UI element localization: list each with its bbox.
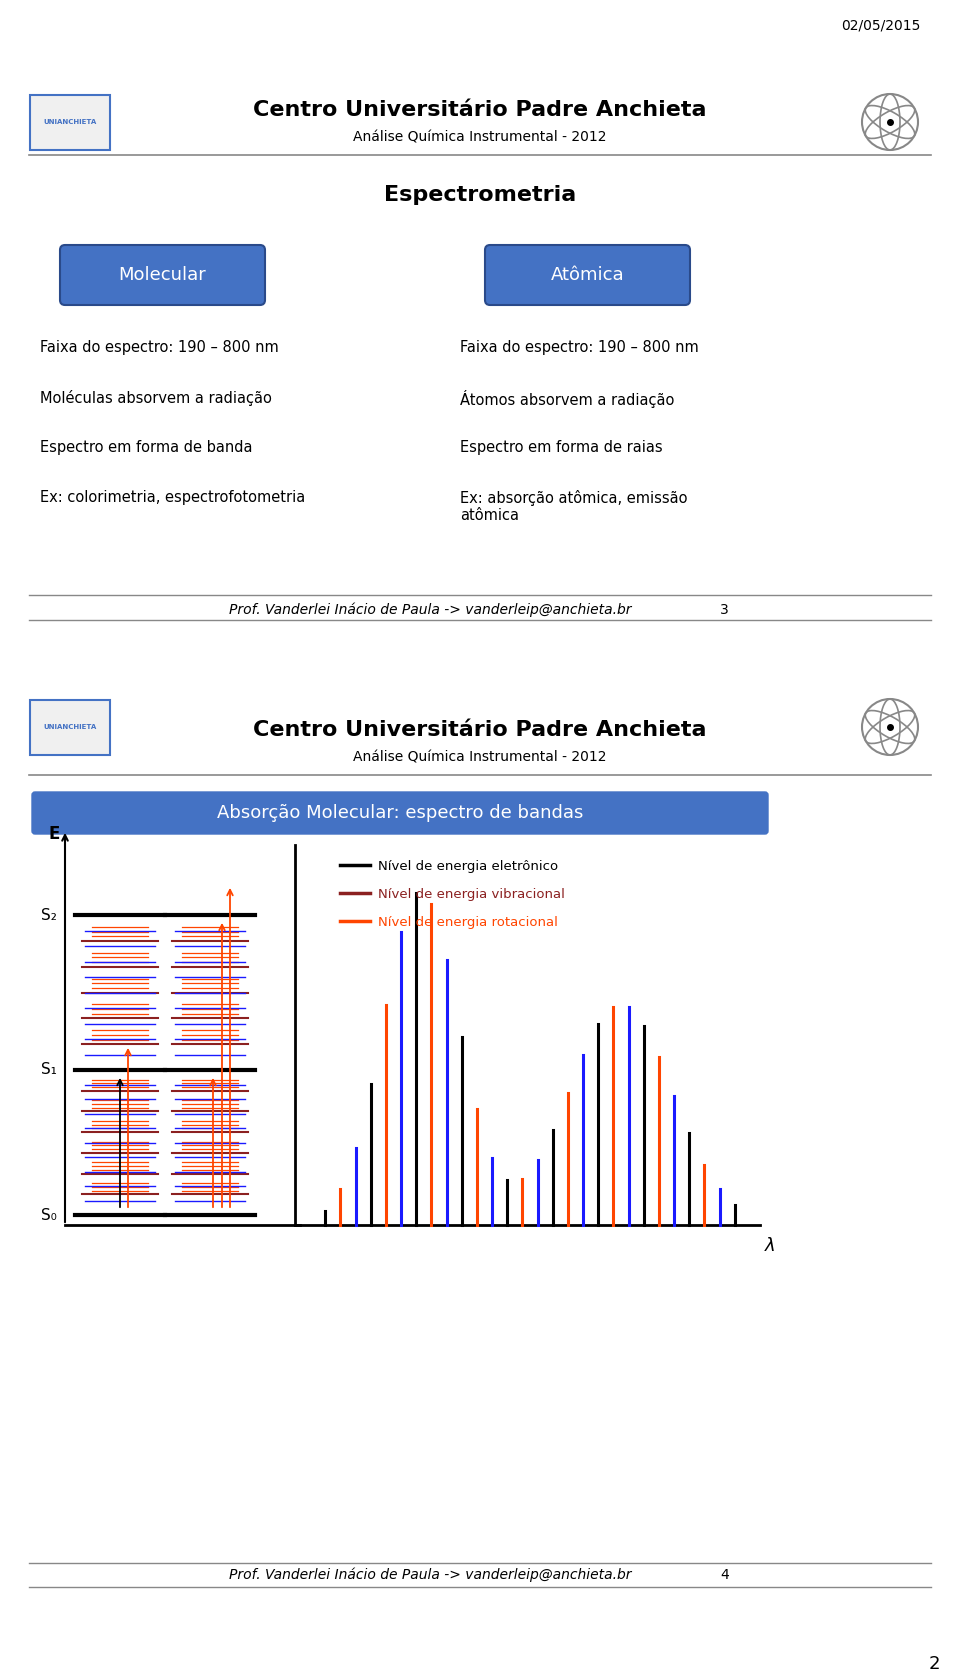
- Text: Prof. Vanderlei Inácio de Paula -> vanderleip@anchieta.br: Prof. Vanderlei Inácio de Paula -> vande…: [228, 1568, 632, 1583]
- Text: Atômica: Atômica: [551, 267, 624, 283]
- Text: Nível de energia eletrônico: Nível de energia eletrônico: [378, 860, 558, 874]
- Text: Centro Universitário Padre Anchieta: Centro Universitário Padre Anchieta: [253, 101, 707, 121]
- Text: 2: 2: [928, 1655, 940, 1674]
- Text: S₁: S₁: [41, 1063, 57, 1078]
- Text: UNIANCHIETA: UNIANCHIETA: [43, 119, 97, 126]
- Text: Centro Universitário Padre Anchieta: Centro Universitário Padre Anchieta: [253, 719, 707, 740]
- Text: S₂: S₂: [41, 907, 57, 922]
- Text: Faixa do espectro: 190 – 800 nm: Faixa do espectro: 190 – 800 nm: [40, 340, 278, 356]
- Text: Prof. Vanderlei Inácio de Paula -> vanderleip@anchieta.br: Prof. Vanderlei Inácio de Paula -> vande…: [228, 602, 632, 617]
- FancyBboxPatch shape: [32, 792, 768, 833]
- FancyBboxPatch shape: [30, 96, 110, 149]
- Text: Absorção Molecular: espectro de bandas: Absorção Molecular: espectro de bandas: [217, 803, 583, 822]
- Text: Espectro em forma de raias: Espectro em forma de raias: [460, 439, 662, 454]
- FancyBboxPatch shape: [30, 699, 110, 755]
- Text: E: E: [49, 825, 60, 844]
- Text: 02/05/2015: 02/05/2015: [841, 18, 920, 32]
- Text: Análise Química Instrumental - 2012: Análise Química Instrumental - 2012: [353, 750, 607, 765]
- Text: S₀: S₀: [41, 1207, 57, 1223]
- Text: Molecular: Molecular: [119, 267, 206, 283]
- Text: λ: λ: [765, 1238, 776, 1254]
- Text: Espectro em forma de banda: Espectro em forma de banda: [40, 439, 252, 454]
- Text: UNIANCHIETA: UNIANCHIETA: [43, 724, 97, 729]
- Text: Faixa do espectro: 190 – 800 nm: Faixa do espectro: 190 – 800 nm: [460, 340, 699, 356]
- Text: 4: 4: [720, 1568, 729, 1581]
- Text: Átomos absorvem a radiação: Átomos absorvem a radiação: [460, 391, 674, 408]
- Text: Ex: absorção atômica, emissão: Ex: absorção atômica, emissão: [460, 490, 687, 506]
- Text: 3: 3: [720, 604, 729, 617]
- Text: Nível de energia rotacional: Nível de energia rotacional: [378, 916, 558, 929]
- Text: Moléculas absorvem a radiação: Moléculas absorvem a radiação: [40, 391, 272, 406]
- FancyBboxPatch shape: [485, 245, 690, 305]
- Text: Análise Química Instrumental - 2012: Análise Química Instrumental - 2012: [353, 131, 607, 144]
- Text: Ex: colorimetria, espectrofotometria: Ex: colorimetria, espectrofotometria: [40, 490, 305, 505]
- Text: Espectrometria: Espectrometria: [384, 184, 576, 205]
- Text: Nível de energia vibracional: Nível de energia vibracional: [378, 889, 564, 901]
- FancyBboxPatch shape: [60, 245, 265, 305]
- Text: atômica: atômica: [460, 508, 519, 523]
